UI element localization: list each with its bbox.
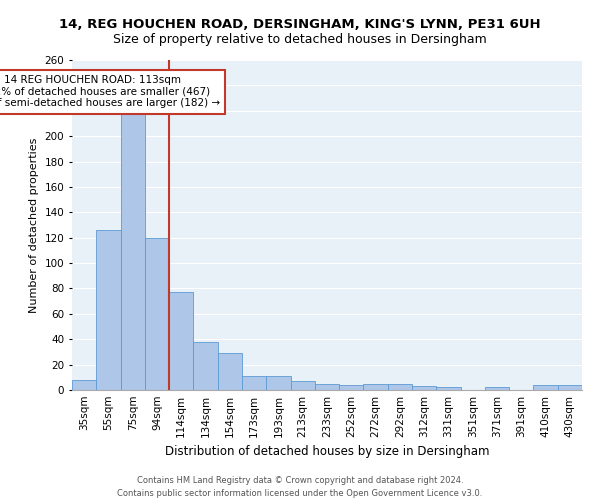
Bar [193, 342, 218, 390]
Text: 14 REG HOUCHEN ROAD: 113sqm
← 72% of detached houses are smaller (467)
28% of se: 14 REG HOUCHEN ROAD: 113sqm ← 72% of det… [0, 75, 220, 108]
Text: Contains HM Land Registry data © Crown copyright and database right 2024.
Contai: Contains HM Land Registry data © Crown c… [118, 476, 482, 498]
Bar [266, 376, 290, 390]
Text: Size of property relative to detached houses in Dersingham: Size of property relative to detached ho… [113, 32, 487, 46]
X-axis label: Distribution of detached houses by size in Dersingham: Distribution of detached houses by size … [165, 446, 489, 458]
Bar [315, 384, 339, 390]
Bar [412, 386, 436, 390]
Bar [485, 388, 509, 390]
Bar [72, 380, 96, 390]
Bar [290, 381, 315, 390]
Bar [339, 385, 364, 390]
Y-axis label: Number of detached properties: Number of detached properties [29, 138, 39, 312]
Bar [364, 384, 388, 390]
Bar [558, 385, 582, 390]
Bar [242, 376, 266, 390]
Bar [96, 230, 121, 390]
Bar [121, 114, 145, 390]
Bar [145, 238, 169, 390]
Bar [169, 292, 193, 390]
Bar [218, 353, 242, 390]
Bar [388, 384, 412, 390]
Text: 14, REG HOUCHEN ROAD, DERSINGHAM, KING'S LYNN, PE31 6UH: 14, REG HOUCHEN ROAD, DERSINGHAM, KING'S… [59, 18, 541, 30]
Bar [436, 388, 461, 390]
Bar [533, 385, 558, 390]
